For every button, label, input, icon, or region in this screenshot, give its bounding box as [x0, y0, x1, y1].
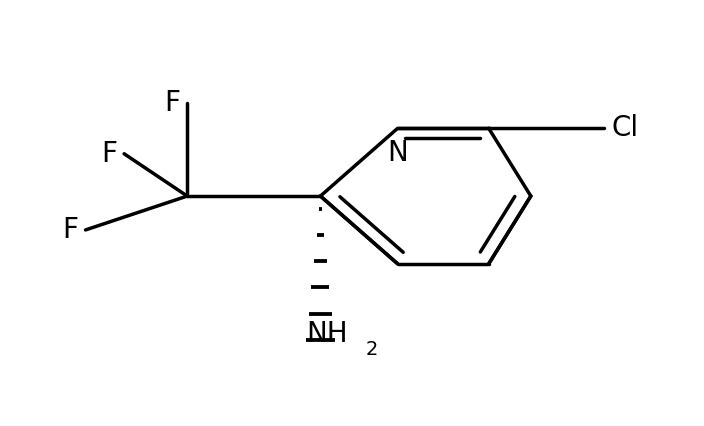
- Text: NH: NH: [307, 320, 348, 348]
- Text: F: F: [101, 140, 117, 168]
- Text: Cl: Cl: [612, 114, 639, 142]
- Text: N: N: [387, 139, 408, 167]
- Text: F: F: [63, 216, 79, 244]
- Text: 2: 2: [366, 340, 378, 359]
- Text: F: F: [164, 89, 180, 117]
